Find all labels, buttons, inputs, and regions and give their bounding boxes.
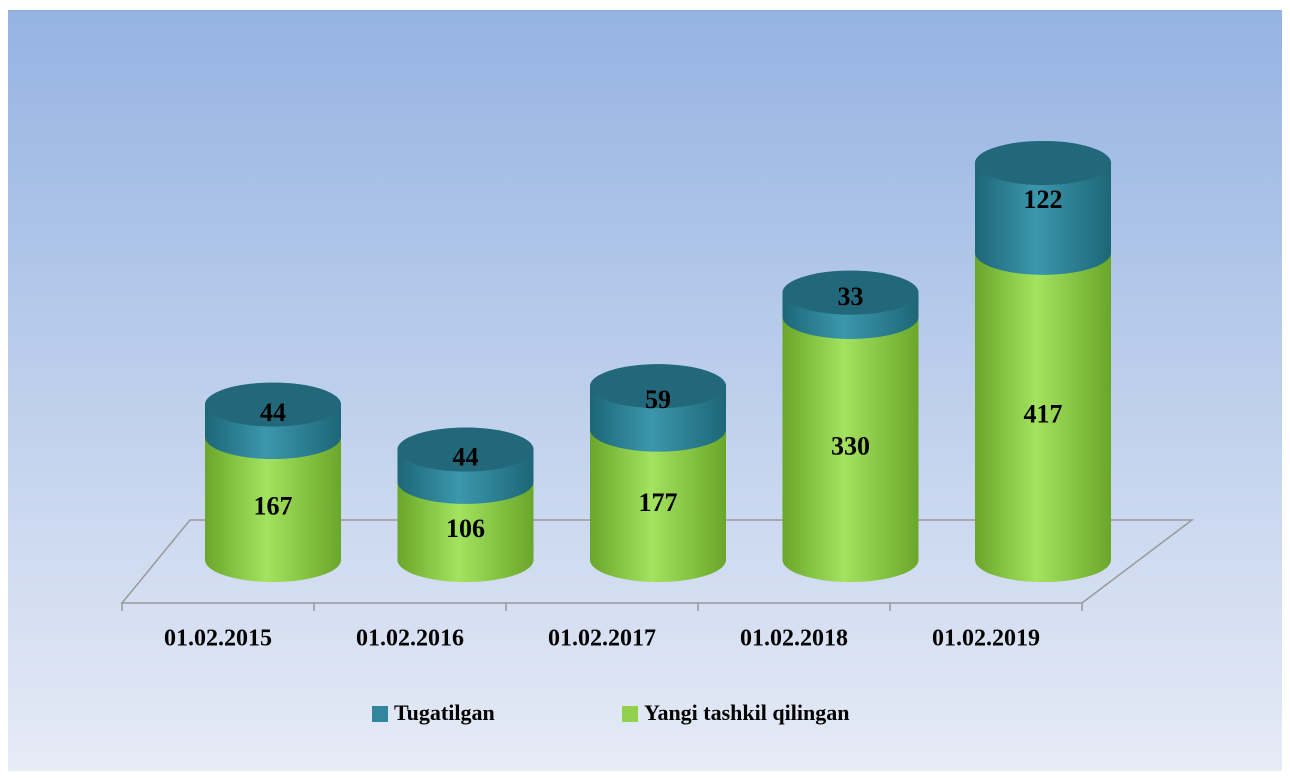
data-label: 44 (453, 443, 479, 472)
cylinder-top (205, 382, 341, 427)
cylinder-top (397, 427, 534, 472)
data-label: 167 (254, 491, 293, 520)
data-label: 44 (260, 398, 286, 427)
data-label: 122 (1024, 185, 1063, 214)
x-tick-label: 01.02.2015 (164, 626, 272, 652)
x-tick-label: 01.02.2019 (932, 626, 1040, 652)
data-label: 417 (1024, 399, 1063, 428)
cylinder-top (782, 270, 919, 315)
cylinder-segment (205, 414, 341, 582)
x-tick-label: 01.02.2017 (548, 626, 656, 652)
legend-label: Tugatilgan (394, 700, 495, 725)
cylinder-top (975, 141, 1111, 185)
floor (120, 519, 1195, 604)
cylinder-segment (590, 407, 726, 582)
cylinder-segment (975, 230, 1111, 582)
legend-swatch (622, 706, 638, 722)
data-label: 106 (446, 514, 485, 543)
data-label: 59 (645, 385, 671, 414)
data-label: 330 (831, 431, 870, 460)
cylinder-top (590, 364, 726, 409)
data-label: 33 (838, 282, 864, 311)
axis-ticks (121, 603, 1083, 611)
x-tick-label: 01.02.2016 (356, 626, 464, 652)
legend-label: Yangi tashkil qilingan (644, 700, 849, 725)
legend-swatch (372, 706, 388, 722)
x-tick-label: 01.02.2018 (740, 626, 848, 652)
cylinder-segment (782, 294, 919, 582)
data-label: 177 (639, 488, 678, 517)
